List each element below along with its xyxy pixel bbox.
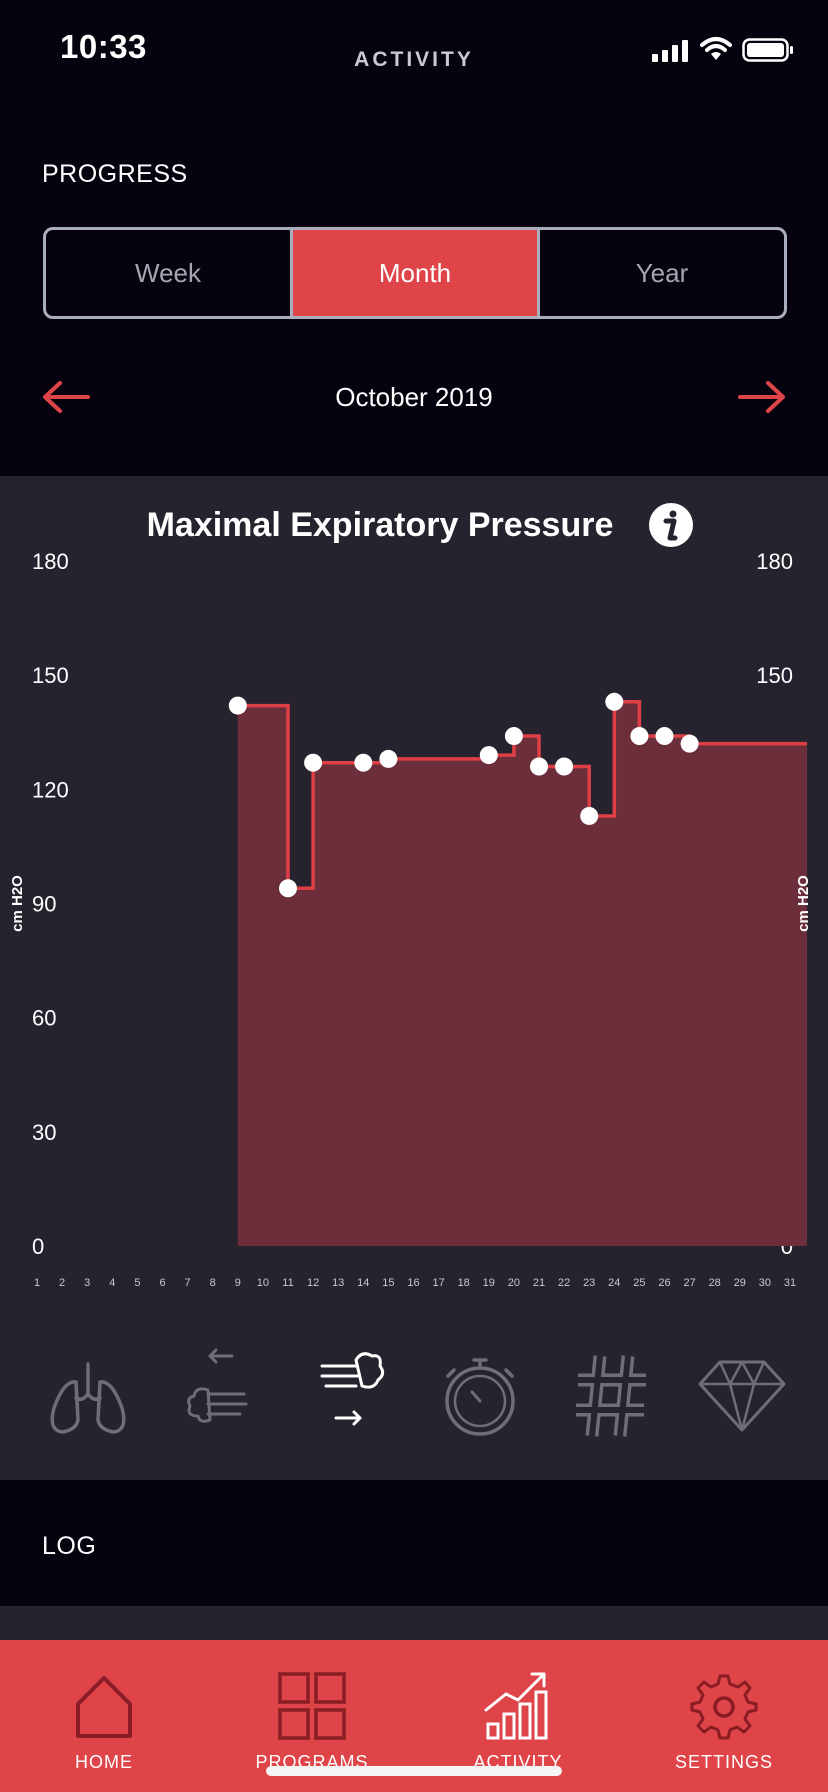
x-axis: 1 2 3 4 5 6 7 8 9 10 11 12 13 14 15 16 17 18 19 20 21 22 23 24 2… <box>34 1277 796 1289</box>
wifi-icon <box>700 37 732 60</box>
chart-panel: Maximal Expiratory Pressure 0 30 60 90 120 15… <box>0 476 828 1480</box>
x-tick-label: 25 <box>633 1277 645 1289</box>
x-tick-label: 12 <box>307 1277 319 1289</box>
log-list <box>0 1606 828 1646</box>
x-tick-label: 19 <box>483 1277 495 1289</box>
log-heading: LOG <box>42 1532 97 1560</box>
x-tick-label: 17 <box>432 1277 444 1289</box>
x-tick-label: 2 <box>59 1277 65 1289</box>
x-tick-label: 26 <box>658 1277 670 1289</box>
y-axis-title-left: cm H2O <box>9 875 26 932</box>
x-tick-label: 30 <box>759 1277 771 1289</box>
tab-home[interactable]: HOME <box>4 1640 204 1792</box>
inhale-icon[interactable] <box>168 1346 268 1446</box>
stopwatch-icon[interactable] <box>430 1346 530 1446</box>
y-tick-label-left: 150 <box>32 663 69 688</box>
y-tick-label-right: 150 <box>756 663 793 688</box>
x-tick-label: 21 <box>533 1277 545 1289</box>
segment-week[interactable]: Week <box>135 257 201 288</box>
x-tick-label: 13 <box>332 1277 344 1289</box>
data-point <box>354 753 373 772</box>
home-icon <box>76 1676 132 1738</box>
grid-icon <box>278 1672 346 1740</box>
tab-settings[interactable]: SETTINGS <box>624 1640 824 1792</box>
x-tick-label: 6 <box>159 1277 165 1289</box>
data-point <box>379 749 398 768</box>
x-tick-label: 24 <box>608 1277 620 1289</box>
x-tick-label: 31 <box>784 1277 796 1289</box>
data-point <box>605 692 624 711</box>
progress-heading: PROGRESS <box>42 160 188 188</box>
x-tick-label: 27 <box>683 1277 695 1289</box>
cellular-signal-icon <box>652 40 688 62</box>
data-point <box>279 879 297 898</box>
x-tick-label: 5 <box>134 1277 140 1289</box>
previous-period-arrow-icon[interactable] <box>42 380 90 414</box>
y-axis-left: 0 30 60 90 120 150 180 <box>32 549 69 1259</box>
data-point <box>680 734 699 753</box>
segment-year[interactable]: Year <box>537 230 784 316</box>
hashtag-icon[interactable] <box>562 1346 662 1446</box>
x-tick-label: 14 <box>357 1277 369 1289</box>
x-tick-label: 20 <box>508 1277 520 1289</box>
y-tick-label-left: 120 <box>32 777 69 802</box>
diamond-icon[interactable] <box>692 1346 792 1446</box>
series-area <box>237 700 808 1246</box>
series-points <box>228 692 699 898</box>
x-tick-label: 8 <box>210 1277 216 1289</box>
data-point <box>228 696 247 715</box>
home-indicator <box>266 1766 562 1776</box>
current-period-label: October 2019 <box>335 382 493 412</box>
tab-home-label: HOME <box>75 1752 133 1772</box>
period-segmented-control: Week Month Year <box>43 227 787 319</box>
y-tick-label-left: 90 <box>32 892 56 917</box>
x-tick-label: 9 <box>235 1277 241 1289</box>
activity-chart-icon <box>484 1672 548 1740</box>
x-tick-label: 10 <box>257 1277 269 1289</box>
period-navigator: October 2019 <box>0 370 828 426</box>
series-area-fill <box>237 701 808 1246</box>
tab-settings-label: SETTINGS <box>674 1752 773 1772</box>
data-point <box>479 746 498 765</box>
x-tick-label: 3 <box>84 1277 90 1289</box>
x-tick-label: 1 <box>34 1277 40 1289</box>
metric-selector <box>0 1346 828 1446</box>
x-tick-label: 28 <box>709 1277 721 1289</box>
battery-icon <box>742 38 793 62</box>
data-point <box>504 727 523 746</box>
x-tick-label: 16 <box>407 1277 419 1289</box>
next-period-arrow-icon[interactable] <box>738 380 786 414</box>
y-tick-label-left: 0 <box>32 1234 44 1259</box>
y-tick-label-left: 30 <box>32 1120 56 1145</box>
status-time: 10:33 <box>60 28 147 65</box>
exhale-icon[interactable] <box>300 1346 400 1446</box>
chart-title: Maximal Expiratory Pressure <box>146 506 614 544</box>
x-tick-label: 11 <box>282 1277 293 1289</box>
y-tick-label-left: 60 <box>32 1006 56 1031</box>
y-tick-label-right: 180 <box>756 549 793 574</box>
status-bar: 10:33 ACTIVITY <box>0 0 828 110</box>
x-tick-label: 15 <box>382 1277 394 1289</box>
y-tick-label-left: 180 <box>32 549 69 574</box>
x-tick-label: 22 <box>558 1277 570 1289</box>
data-point <box>655 727 674 746</box>
x-tick-label: 18 <box>458 1277 470 1289</box>
x-tick-label: 29 <box>734 1277 746 1289</box>
x-tick-label: 7 <box>185 1277 191 1289</box>
info-icon[interactable] <box>648 502 694 548</box>
gear-icon <box>690 1674 758 1740</box>
data-point <box>530 757 548 776</box>
data-point <box>555 757 574 776</box>
data-point <box>580 806 599 825</box>
lungs-icon[interactable] <box>38 1346 138 1446</box>
data-point <box>304 753 323 772</box>
screen-title: ACTIVITY <box>354 48 474 71</box>
x-tick-label: 4 <box>109 1277 115 1289</box>
y-axis-title-right: cm H2O <box>795 875 812 932</box>
segment-month[interactable]: Month <box>290 230 537 316</box>
x-tick-label: 23 <box>583 1277 595 1289</box>
data-point <box>630 727 649 746</box>
